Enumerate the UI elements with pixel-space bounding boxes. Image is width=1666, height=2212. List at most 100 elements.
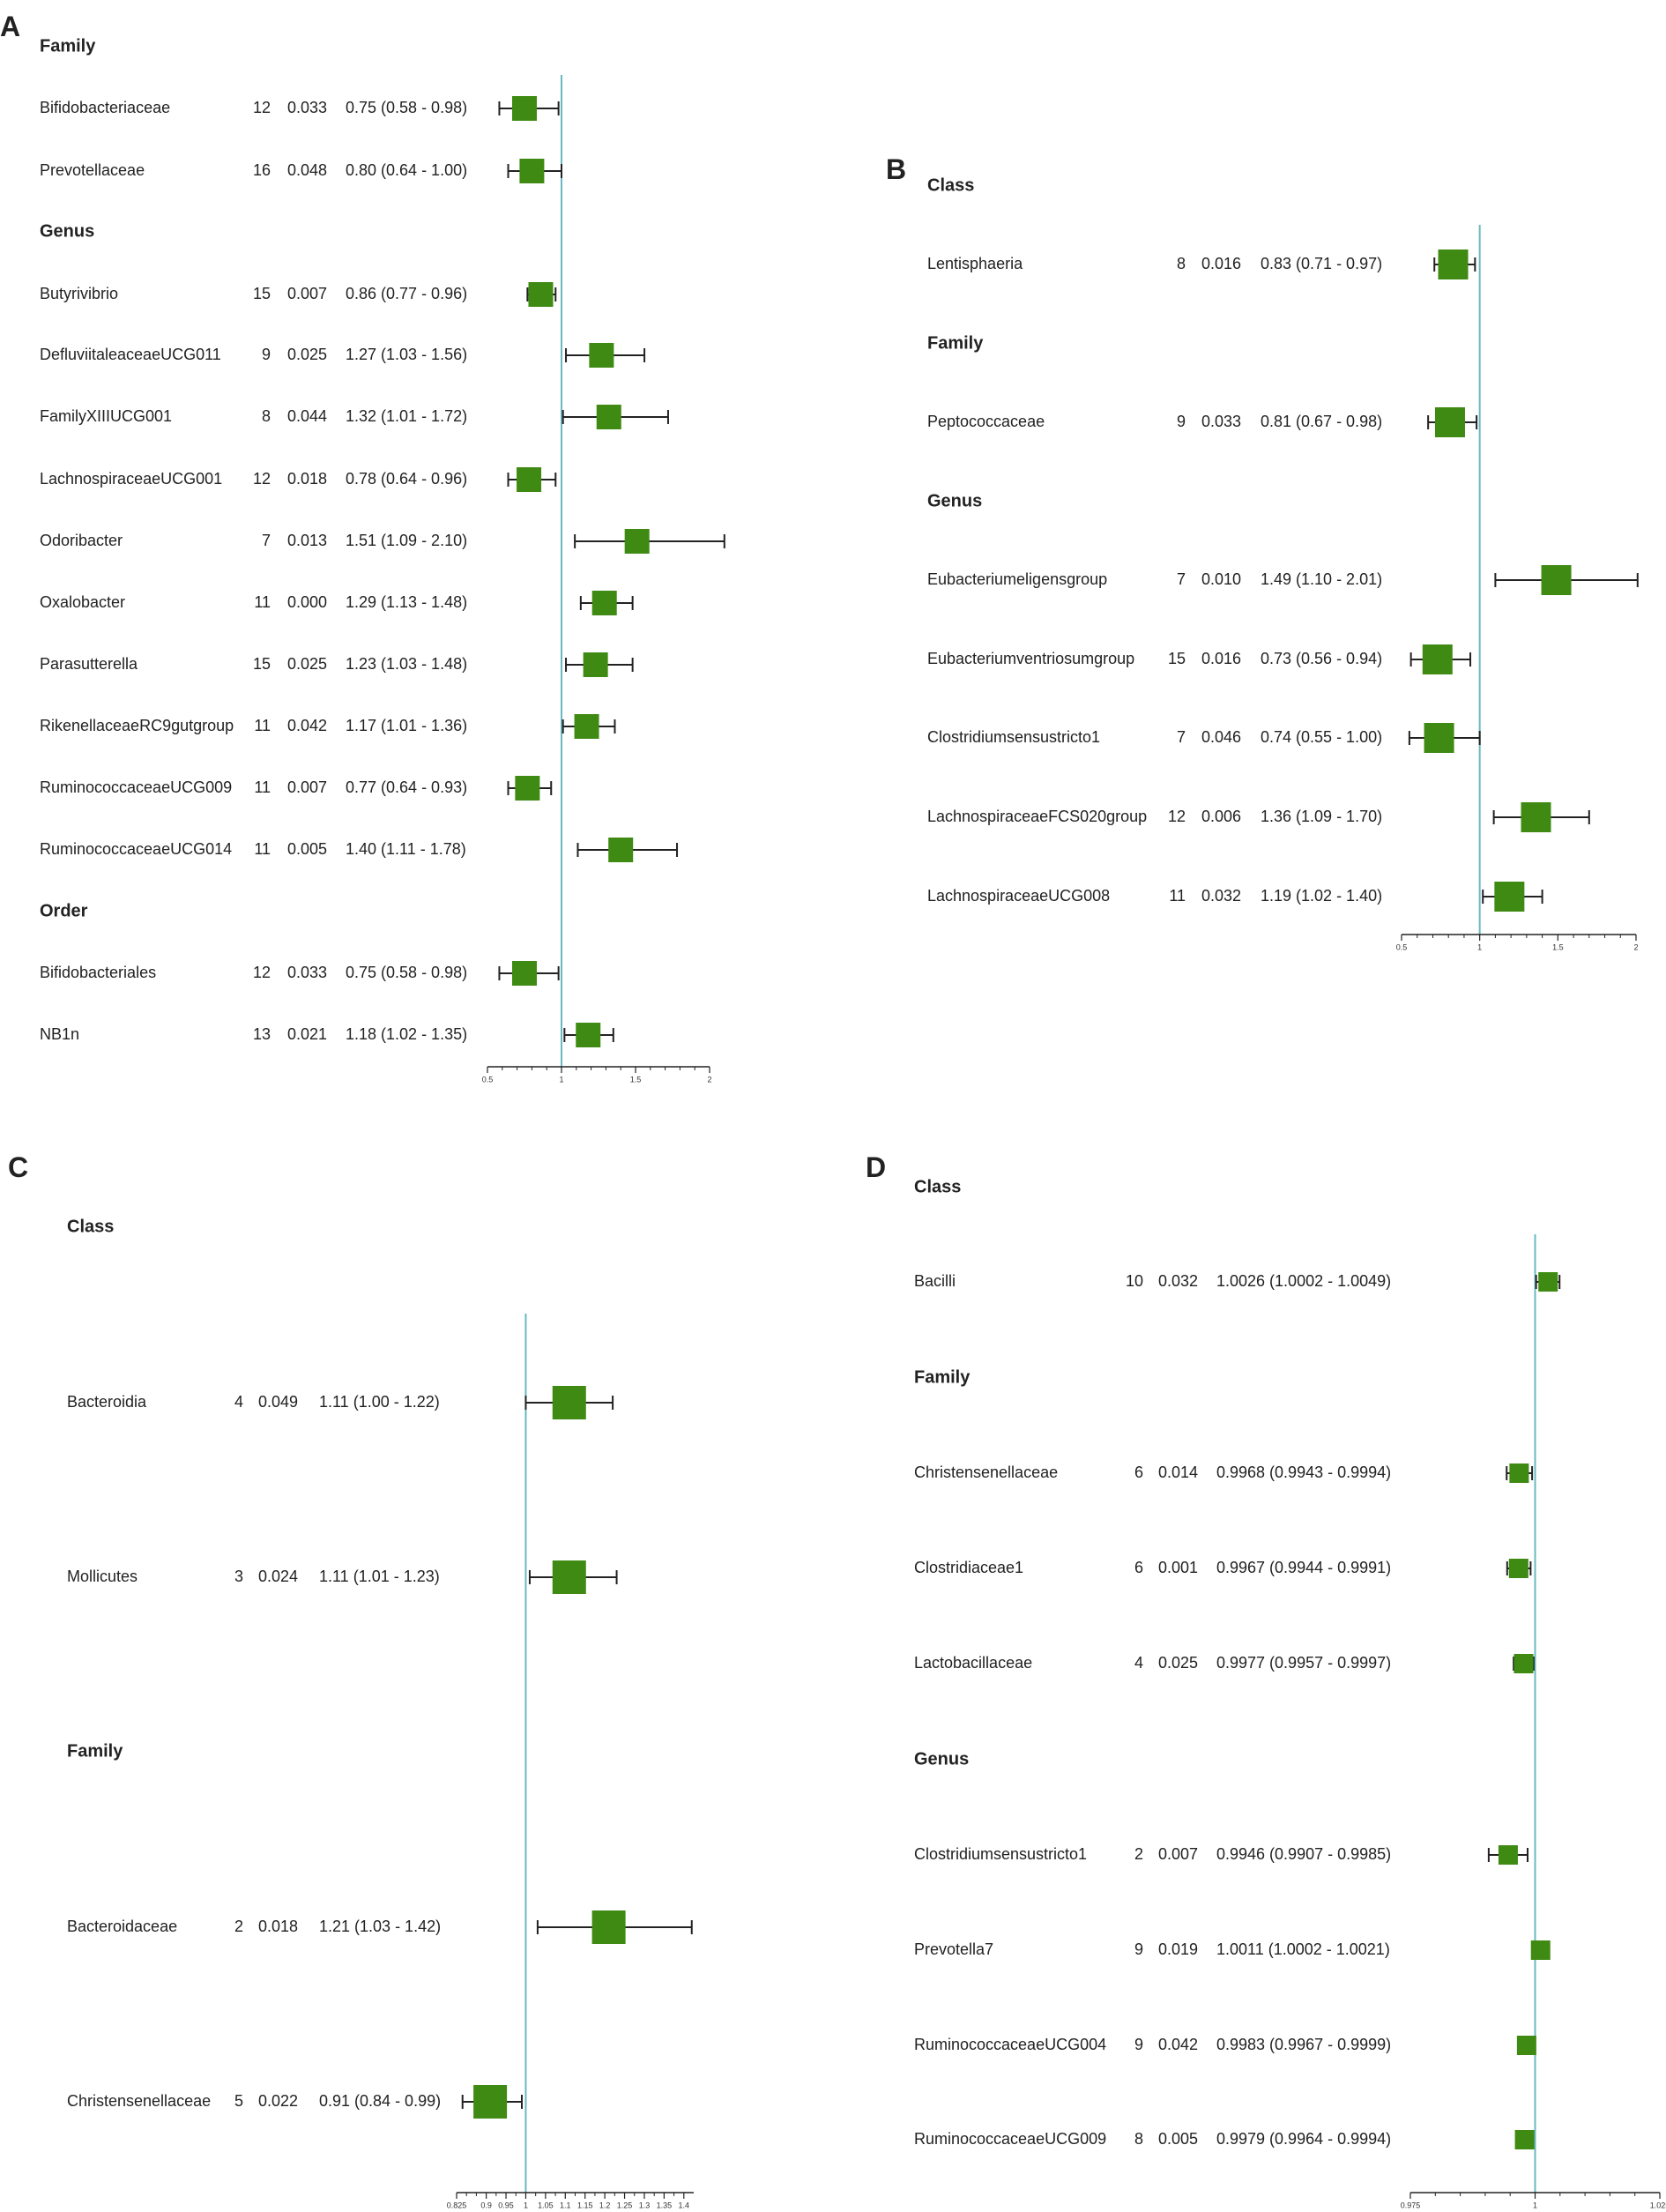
snp-count: 10: [1126, 1272, 1143, 1290]
snp-count: 11: [254, 778, 271, 796]
p-value: 0.033: [1201, 413, 1241, 430]
p-value: 0.014: [1158, 1463, 1198, 1481]
taxon-name: Eubacteriumventriosumgroup: [927, 650, 1134, 667]
p-value: 0.007: [1158, 1845, 1198, 1863]
taxon-name: Bacteroidaceae: [67, 1918, 177, 1935]
snp-count: 6: [1134, 1559, 1143, 1576]
or-marker: [1494, 882, 1525, 912]
or-ci-text: 1.0026 (1.0002 - 1.0049): [1216, 1272, 1391, 1290]
or-ci-text: 0.80 (0.64 - 1.00): [346, 161, 467, 179]
or-marker: [624, 529, 650, 554]
section-title: Family: [927, 333, 984, 353]
p-value: 0.007: [287, 285, 327, 302]
or-ci-text: 1.51 (1.09 - 2.10): [346, 532, 467, 549]
or-marker: [574, 714, 599, 739]
x-tick-label: 0.95: [498, 2201, 514, 2209]
taxon-name: RikenellaceaeRC9gutgroup: [40, 717, 234, 734]
or-marker: [552, 1386, 586, 1419]
or-marker: [596, 405, 621, 429]
x-tick-label: 1.05: [538, 2201, 554, 2209]
taxon-name: Butyrivibrio: [40, 285, 118, 302]
or-marker: [1434, 407, 1465, 437]
or-marker: [1498, 1845, 1518, 1865]
taxon-name: Eubacteriumeligensgroup: [927, 570, 1107, 588]
or-ci-text: 1.18 (1.02 - 1.35): [346, 1025, 467, 1043]
or-marker: [515, 776, 540, 801]
section-title: Family: [40, 36, 96, 56]
or-ci-text: 1.19 (1.02 - 1.40): [1261, 887, 1382, 905]
x-tick-label: 1.1: [560, 2201, 571, 2209]
taxon-name: Peptococcaceae: [927, 413, 1045, 430]
snp-count: 12: [253, 964, 271, 981]
taxon-name: RuminococcaceaeUCG009: [914, 2130, 1106, 2148]
or-ci-text: 1.17 (1.01 - 1.36): [346, 717, 467, 734]
or-ci-text: 0.75 (0.58 - 0.98): [346, 964, 467, 981]
or-ci-text: 0.9983 (0.9967 - 0.9999): [1216, 2036, 1391, 2053]
snp-count: 12: [253, 99, 271, 116]
or-ci-text: 1.40 (1.11 - 1.78): [346, 840, 466, 858]
p-value: 0.021: [287, 1025, 327, 1043]
x-tick-label: 1.4: [679, 2201, 690, 2209]
p-value: 0.032: [1158, 1272, 1198, 1290]
x-tick-label: 1.5: [1552, 942, 1564, 951]
section-title: Genus: [40, 221, 94, 241]
panel-label: A: [0, 11, 20, 42]
snp-count: 8: [262, 407, 271, 425]
or-marker: [512, 96, 537, 121]
or-marker: [512, 961, 537, 986]
snp-count: 9: [1177, 413, 1186, 430]
p-value: 0.025: [287, 346, 327, 363]
or-ci-text: 1.49 (1.10 - 2.01): [1261, 570, 1382, 588]
section-title: Class: [67, 1217, 114, 1236]
x-tick-label: 0.9: [480, 2201, 492, 2209]
or-ci-text: 1.29 (1.13 - 1.48): [346, 593, 467, 611]
taxon-name: Christensenellaceae: [67, 2092, 211, 2110]
or-ci-text: 0.73 (0.56 - 0.94): [1261, 650, 1382, 667]
or-marker: [1509, 1463, 1529, 1483]
x-tick-label: 2: [1633, 942, 1638, 951]
or-marker: [1541, 565, 1572, 595]
taxon-name: LachnospiraceaeFCS020group: [927, 808, 1147, 825]
or-marker: [1530, 1940, 1551, 1960]
taxon-name: DefluviitaleaceaeUCG011: [40, 346, 221, 363]
snp-count: 9: [262, 346, 271, 363]
section-title: Order: [40, 901, 88, 920]
or-marker: [1538, 1272, 1558, 1292]
section-title: Genus: [914, 1749, 969, 1769]
forest-panel-c: C Class Bacteroidia 4 0.049 1.11 (1.00 - 1.22…: [8, 1151, 694, 2209]
panel-label: B: [886, 153, 906, 185]
p-value: 0.032: [1201, 887, 1241, 905]
snp-count: 5: [234, 2092, 243, 2110]
p-value: 0.001: [1158, 1559, 1198, 1576]
p-value: 0.042: [287, 717, 327, 734]
or-marker: [1514, 2130, 1535, 2149]
or-marker: [589, 343, 614, 368]
snp-count: 11: [254, 840, 271, 858]
or-marker: [552, 1560, 586, 1594]
or-ci-text: 0.91 (0.84 - 0.99): [319, 2092, 441, 2110]
section-title: Family: [914, 1367, 971, 1387]
snp-count: 8: [1134, 2130, 1143, 2148]
snp-count: 7: [1177, 570, 1186, 588]
p-value: 0.005: [287, 840, 327, 858]
section-title: Class: [927, 175, 974, 195]
or-marker: [1516, 2036, 1536, 2055]
taxon-name: Bacilli: [914, 1272, 956, 1290]
x-tick-label: 0.5: [1396, 942, 1408, 951]
or-ci-text: 0.9977 (0.9957 - 0.9997): [1216, 1654, 1391, 1672]
p-value: 0.019: [1158, 1940, 1198, 1958]
or-ci-text: 0.74 (0.55 - 1.00): [1261, 728, 1382, 746]
x-tick-label: 1: [1533, 2201, 1537, 2209]
x-tick-label: 1.35: [657, 2201, 673, 2209]
taxon-name: Odoribacter: [40, 532, 123, 549]
snp-count: 13: [253, 1025, 271, 1043]
taxon-name: Lentisphaeria: [927, 255, 1023, 272]
x-tick-label: 0.975: [1401, 2201, 1421, 2209]
taxon-name: RuminococcaceaeUCG009: [40, 778, 232, 796]
x-tick-label: 1.5: [630, 1075, 642, 1084]
p-value: 0.000: [287, 593, 327, 611]
p-value: 0.007: [287, 778, 327, 796]
or-ci-text: 0.9946 (0.9907 - 0.9985): [1216, 1845, 1391, 1863]
or-ci-text: 0.9967 (0.9944 - 0.9991): [1216, 1559, 1391, 1576]
taxon-name: RuminococcaceaeUCG014: [40, 840, 232, 858]
